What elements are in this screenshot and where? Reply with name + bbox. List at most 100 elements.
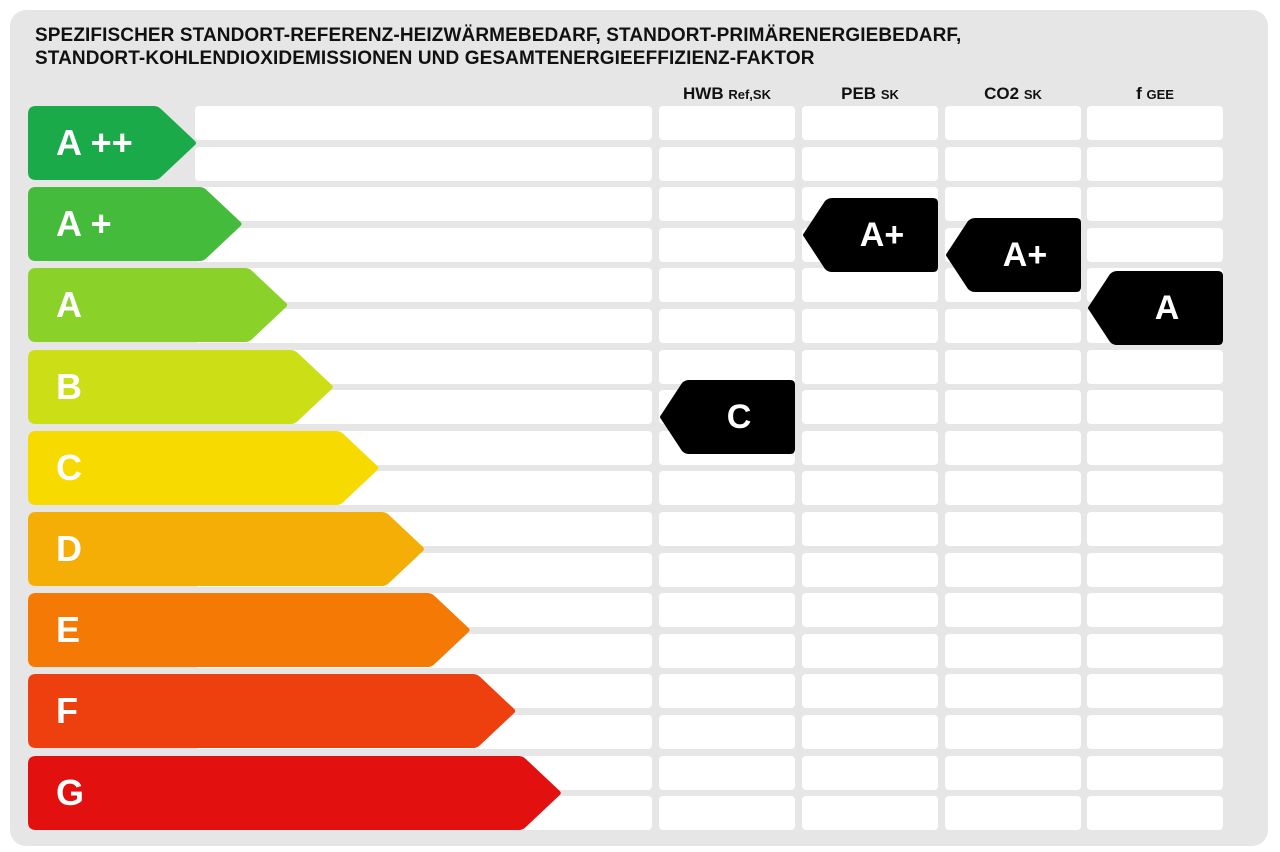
column-header-peb: PEB SK [841,84,899,103]
scale-band-b: B [28,349,335,424]
scale-band-shape [28,674,516,749]
scale-band-aplus: A + [28,187,244,262]
grid-cell [1087,349,1223,384]
rating-marker-label: A [1154,288,1180,327]
grid-cell [1087,106,1223,140]
scale-band-e: E [28,593,472,668]
grid-cell [195,146,652,181]
rating-marker-fill [946,217,1081,292]
grid-cell [945,715,1081,749]
scale-band-fill [28,512,424,586]
scale-band-label: D [56,528,82,569]
grid-cell [802,430,938,465]
grid-cell [945,390,1081,425]
rating-marker-fill [1088,270,1223,345]
title-line-1: SPEZIFISCHER STANDORT-REFERENZ-HEIZWÄRME… [35,25,962,46]
scale-band-fill [28,187,242,262]
grid-cell [195,227,652,262]
grid-cell [802,674,938,709]
grid-cell [659,715,795,749]
grid-cell [945,796,1081,831]
grid-cell [802,390,938,425]
grid-cell [659,187,795,222]
grid-cell [195,187,652,222]
grid-cell [802,512,938,546]
grid-cell [659,755,795,790]
grid-cell [1087,471,1223,506]
grid-cell [945,674,1081,709]
rating-marker: A+ [945,217,1081,292]
grid-cell [659,796,795,831]
scale-band-shape [28,268,288,343]
grid-cell [945,633,1081,668]
rating-marker: A [1087,270,1223,345]
rating-marker-fill [660,380,795,455]
rating-marker: A+ [802,197,938,272]
grid-cell [659,674,795,709]
scale-band-aplusplus: A ++ [28,106,198,180]
grid-cell [945,471,1081,506]
grid-cell [1087,390,1223,425]
scale-band-label: G [56,771,85,813]
grid-cell [802,552,938,587]
grid-cell [659,471,795,506]
scale-band-fill [28,106,196,180]
scale-band-g: G [28,755,563,830]
grid-cell [659,309,795,343]
grid-cell [1087,633,1223,668]
scale-band-label: C [56,446,82,488]
grid-cell [1087,552,1223,587]
rating-marker-label: C [726,398,752,437]
scale-band-shape [28,106,196,180]
scale-band-label: A [56,284,82,326]
grid-cell [659,512,795,546]
grid-cell [945,430,1081,465]
scale-band-label: E [56,609,81,651]
grid-cell [945,349,1081,384]
grid-cell [659,552,795,587]
grid-cell [659,268,795,303]
grid-cell [1087,187,1223,222]
grid-cell [802,349,938,384]
rating-marker-fill [803,197,938,272]
grid-cell [802,796,938,831]
scale-band-shape [28,349,333,424]
scale-band-fill [28,268,288,343]
grid-cell [659,146,795,181]
grid-cell [1087,755,1223,790]
scale-band-label: A ++ [56,122,133,163]
grid-cell [802,146,938,181]
rating-marker-label: A+ [859,215,905,254]
grid-cell [802,309,938,343]
column-header-hwb: HWB Ref,SK [683,84,771,103]
scale-band-label: A + [56,203,112,245]
grid-cell [945,593,1081,628]
column-header-co2: CO2 SK [984,84,1042,103]
scale-band-f: F [28,674,517,749]
grid-cell [1087,430,1223,465]
grid-cell [1087,146,1223,181]
grid-cell [659,227,795,262]
scale-band-label: F [56,690,78,732]
scale-band-shape [28,593,470,668]
scale-band-shape [28,512,424,586]
grid-cell [1087,227,1223,262]
grid-cell [802,755,938,790]
scale-band-shape [28,187,242,262]
grid-cell [1087,593,1223,628]
grid-cell [802,633,938,668]
scale-band-fill [28,593,470,668]
rating-marker-shape [946,217,1081,292]
grid-cell [802,471,938,506]
grid-cell [802,593,938,628]
grid-cell [1087,715,1223,749]
grid-cell [802,715,938,749]
grid-cell [195,106,652,140]
grid-cell [945,309,1081,343]
scale-band-fill [28,430,379,505]
scale-band-fill [28,674,516,749]
grid-cell [802,268,938,303]
